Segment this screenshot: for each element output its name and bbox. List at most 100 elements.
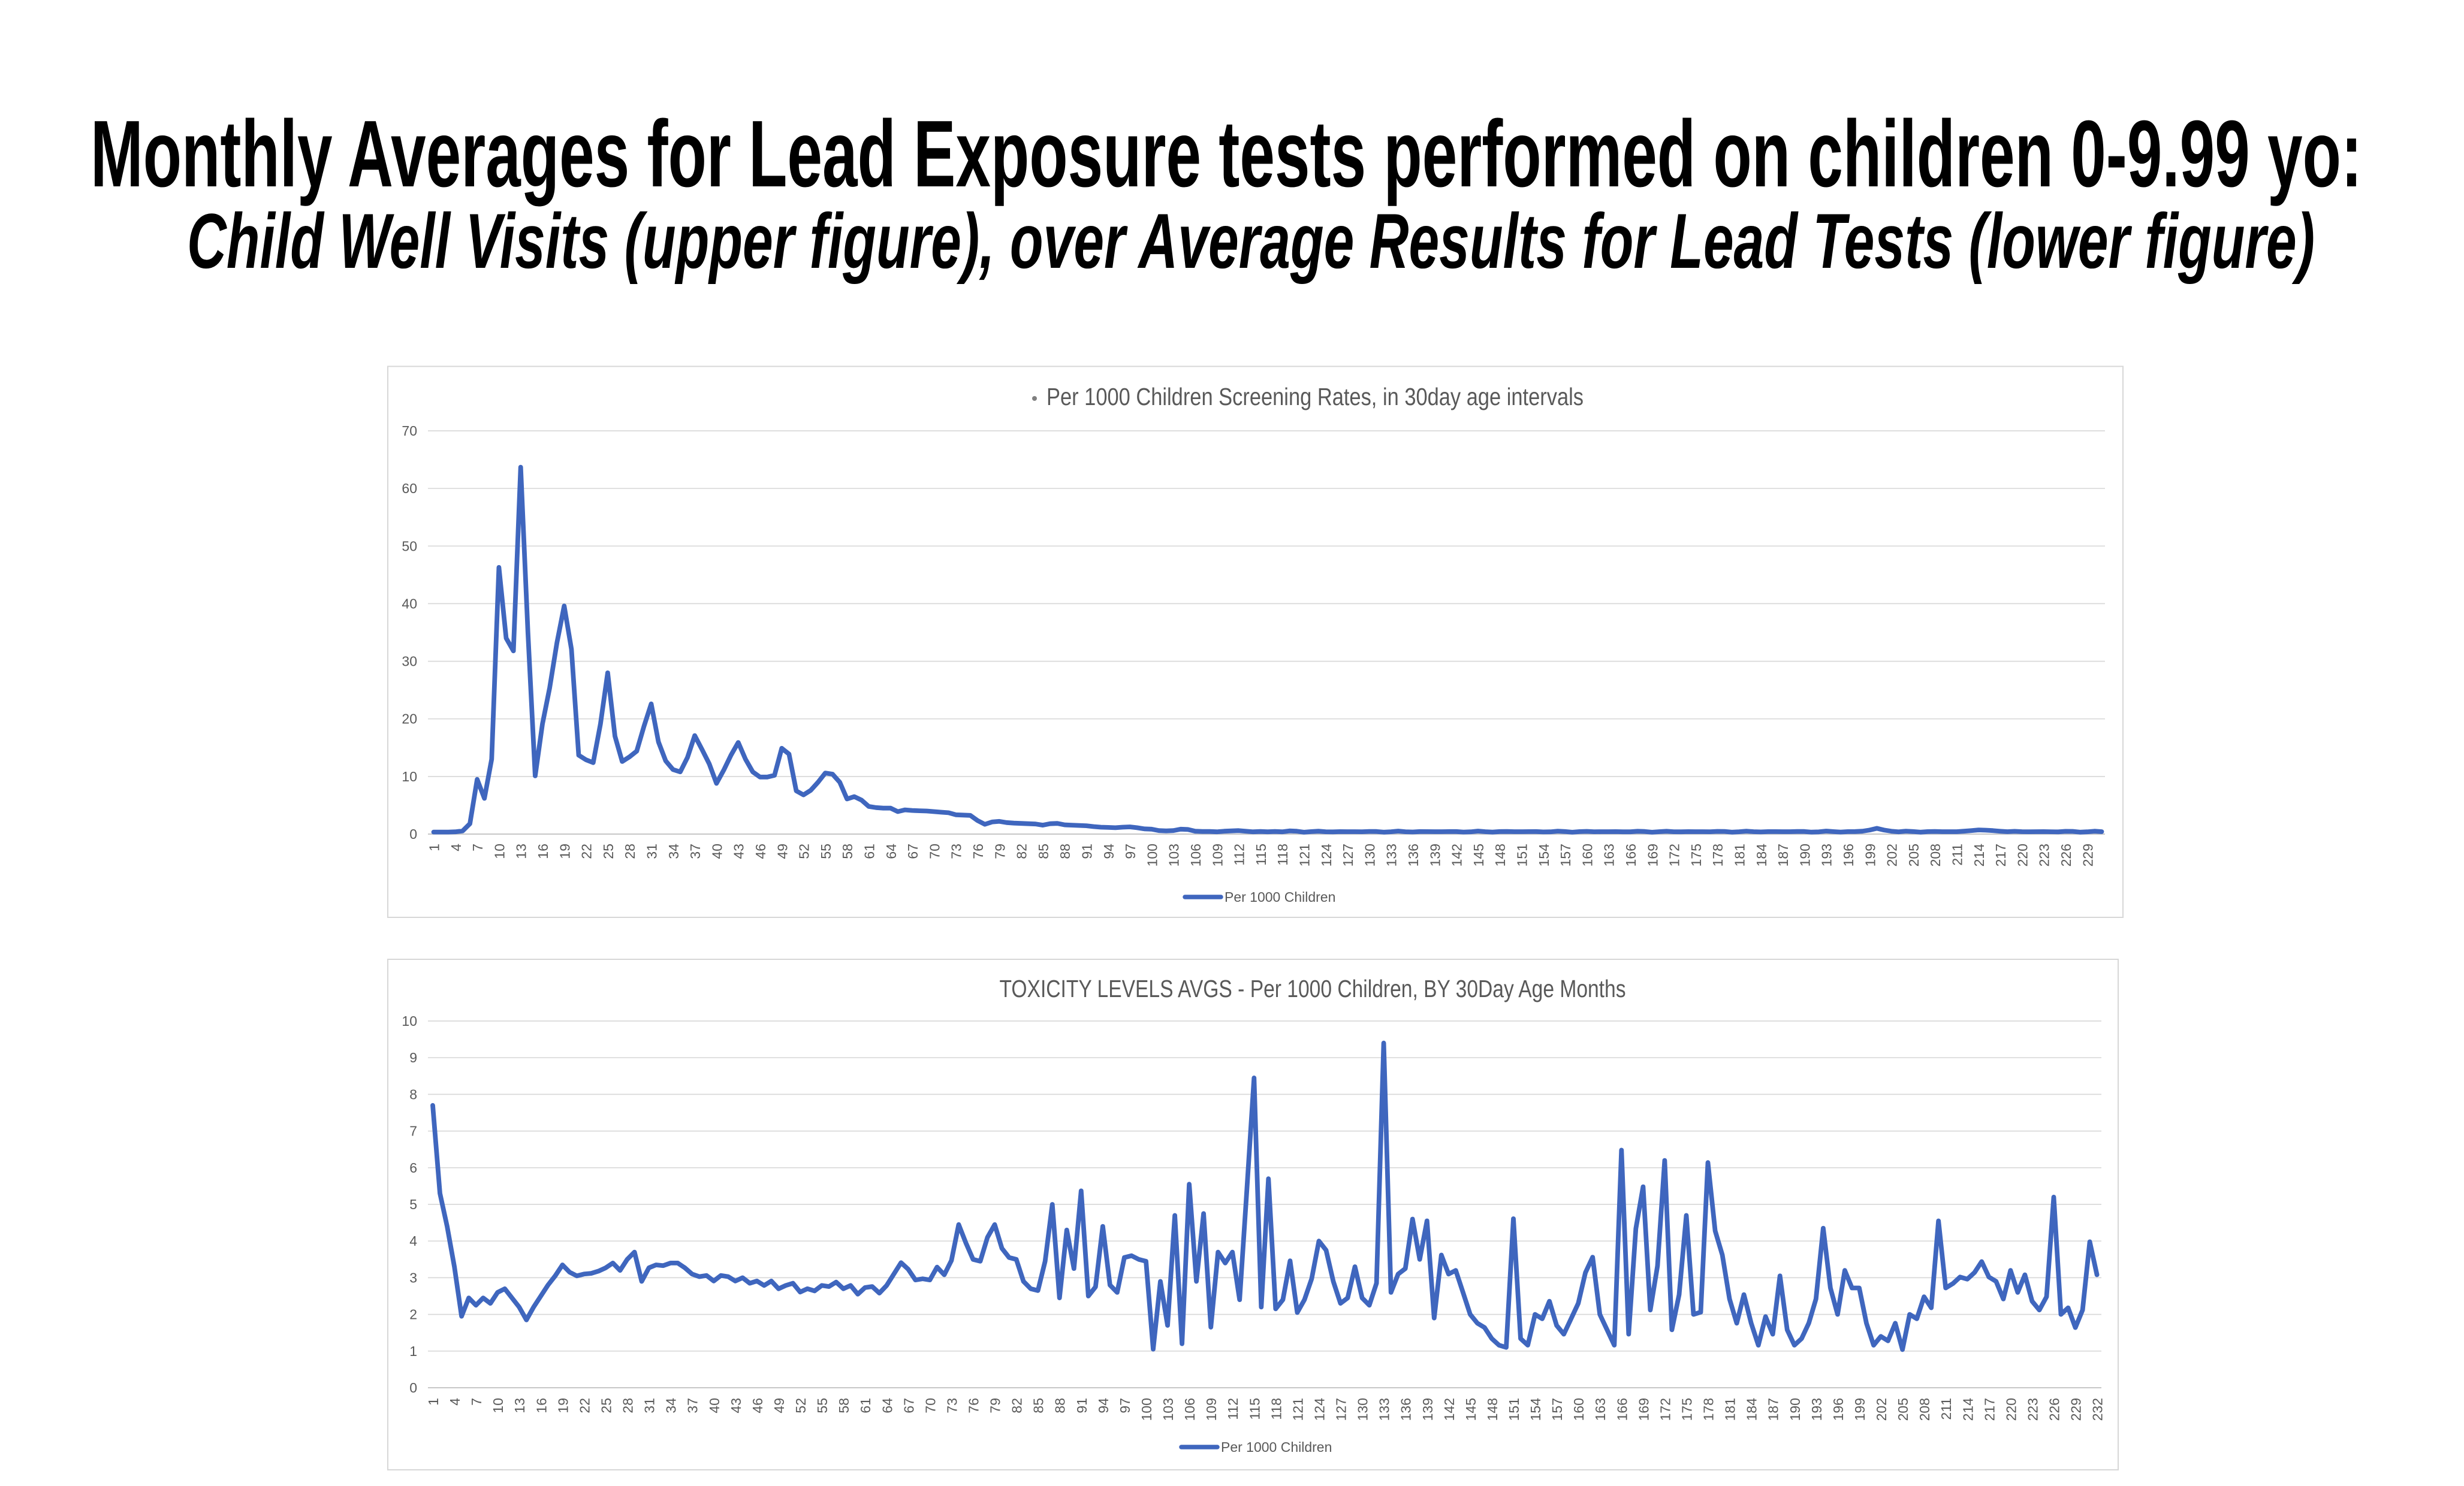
svg-text:220: 220 [2003, 1398, 2019, 1421]
svg-text:145: 145 [1463, 1398, 1479, 1421]
svg-text:46: 46 [753, 844, 768, 859]
svg-text:8: 8 [409, 1086, 417, 1102]
svg-text:40: 40 [709, 844, 725, 859]
svg-text:Per 1000 Children: Per 1000 Children [1221, 1439, 1332, 1455]
svg-text:52: 52 [797, 844, 812, 859]
svg-text:157: 157 [1558, 844, 1573, 866]
svg-text:43: 43 [731, 844, 747, 859]
svg-text:217: 217 [1982, 1398, 1997, 1421]
svg-text:10: 10 [490, 1398, 506, 1413]
svg-text:0: 0 [409, 1380, 417, 1396]
svg-text:190: 190 [1797, 844, 1812, 866]
svg-text:58: 58 [836, 1398, 852, 1413]
svg-text:4: 4 [447, 1398, 463, 1406]
svg-text:172: 172 [1667, 844, 1682, 866]
svg-text:60: 60 [402, 481, 417, 496]
svg-text:226: 226 [2047, 1398, 2062, 1421]
svg-text:151: 151 [1506, 1398, 1522, 1421]
svg-text:7: 7 [470, 844, 485, 851]
svg-text:166: 166 [1614, 1398, 1630, 1421]
svg-text:3: 3 [409, 1270, 417, 1285]
svg-text:193: 193 [1819, 844, 1835, 866]
svg-text:202: 202 [1884, 844, 1900, 866]
svg-text:112: 112 [1225, 1398, 1241, 1420]
svg-text:133: 133 [1377, 1398, 1392, 1421]
svg-text:Per 1000 Children Screening Ra: Per 1000 Children Screening Rates, in 30… [1046, 383, 1584, 410]
svg-text:223: 223 [2037, 844, 2052, 866]
svg-text:214: 214 [1971, 844, 1987, 867]
svg-text:49: 49 [774, 844, 790, 859]
svg-text:85: 85 [1031, 1398, 1046, 1413]
svg-text:13: 13 [512, 1398, 527, 1413]
svg-text:136: 136 [1398, 1398, 1414, 1421]
svg-text:118: 118 [1268, 1398, 1284, 1420]
svg-text:220: 220 [2014, 844, 2030, 866]
svg-text:43: 43 [728, 1398, 744, 1413]
svg-text:20: 20 [402, 711, 417, 727]
svg-text:133: 133 [1384, 844, 1400, 866]
svg-text:184: 184 [1744, 1398, 1760, 1421]
svg-text:172: 172 [1657, 1398, 1673, 1421]
svg-text:178: 178 [1701, 1398, 1717, 1421]
svg-text:130: 130 [1355, 1398, 1371, 1421]
svg-text:127: 127 [1334, 1398, 1349, 1421]
svg-text:202: 202 [1874, 1398, 1889, 1421]
svg-text:217: 217 [1993, 844, 2008, 866]
svg-text:Child Well Visits (upper figur: Child Well Visits (upper figure), over A… [187, 197, 2315, 285]
svg-text:160: 160 [1571, 1398, 1587, 1421]
svg-text:199: 199 [1862, 844, 1878, 866]
svg-text:88: 88 [1052, 1398, 1068, 1413]
svg-text:67: 67 [901, 1398, 916, 1413]
svg-text:142: 142 [1441, 1398, 1457, 1421]
svg-text:46: 46 [750, 1398, 765, 1413]
svg-text:109: 109 [1210, 844, 1225, 866]
svg-text:148: 148 [1485, 1398, 1500, 1421]
svg-text:121: 121 [1290, 1398, 1305, 1421]
svg-text:229: 229 [2068, 1398, 2084, 1421]
svg-text:205: 205 [1895, 1398, 1911, 1421]
svg-text:85: 85 [1036, 844, 1051, 859]
svg-text:211: 211 [1950, 844, 1965, 866]
svg-text:70: 70 [927, 844, 942, 859]
svg-text:214: 214 [1960, 1398, 1976, 1421]
svg-text:208: 208 [1928, 844, 1943, 866]
svg-text:9: 9 [409, 1050, 417, 1065]
svg-text:193: 193 [1809, 1398, 1824, 1421]
svg-text:31: 31 [642, 1398, 658, 1413]
svg-text:115: 115 [1247, 1398, 1262, 1420]
svg-text:Monthly Averages for Lead Expo: Monthly Averages for Lead Exposure tests… [91, 101, 2362, 207]
svg-text:91: 91 [1074, 1398, 1090, 1413]
svg-text:223: 223 [2025, 1398, 2040, 1421]
svg-text:61: 61 [858, 1398, 873, 1413]
svg-text:55: 55 [818, 844, 834, 859]
svg-text:118: 118 [1275, 844, 1290, 866]
svg-text:100: 100 [1139, 1398, 1154, 1421]
svg-text:13: 13 [514, 844, 529, 859]
svg-text:157: 157 [1549, 1398, 1565, 1421]
svg-text:19: 19 [557, 844, 572, 859]
svg-text:34: 34 [663, 1398, 679, 1413]
svg-text:7: 7 [409, 1123, 417, 1139]
svg-text:34: 34 [666, 844, 681, 859]
svg-text:103: 103 [1160, 1398, 1176, 1421]
svg-text:91: 91 [1079, 844, 1095, 859]
svg-text:82: 82 [1014, 844, 1030, 859]
svg-text:50: 50 [402, 538, 417, 554]
svg-text:211: 211 [1938, 1398, 1954, 1420]
svg-text:169: 169 [1636, 1398, 1651, 1421]
svg-text:55: 55 [815, 1398, 830, 1413]
svg-text:208: 208 [1917, 1398, 1932, 1421]
svg-text:175: 175 [1679, 1398, 1695, 1421]
svg-text:199: 199 [1852, 1398, 1868, 1421]
svg-text:160: 160 [1579, 844, 1595, 866]
svg-text:4: 4 [409, 1233, 417, 1249]
svg-text:130: 130 [1362, 844, 1377, 866]
svg-text:2: 2 [409, 1307, 417, 1322]
svg-text:94: 94 [1096, 1398, 1111, 1413]
svg-text:139: 139 [1427, 844, 1443, 866]
svg-text:25: 25 [599, 1398, 614, 1413]
svg-text:76: 76 [966, 1398, 982, 1413]
svg-text:40: 40 [707, 1398, 722, 1413]
svg-text:148: 148 [1492, 844, 1508, 866]
svg-text:154: 154 [1528, 1398, 1543, 1421]
